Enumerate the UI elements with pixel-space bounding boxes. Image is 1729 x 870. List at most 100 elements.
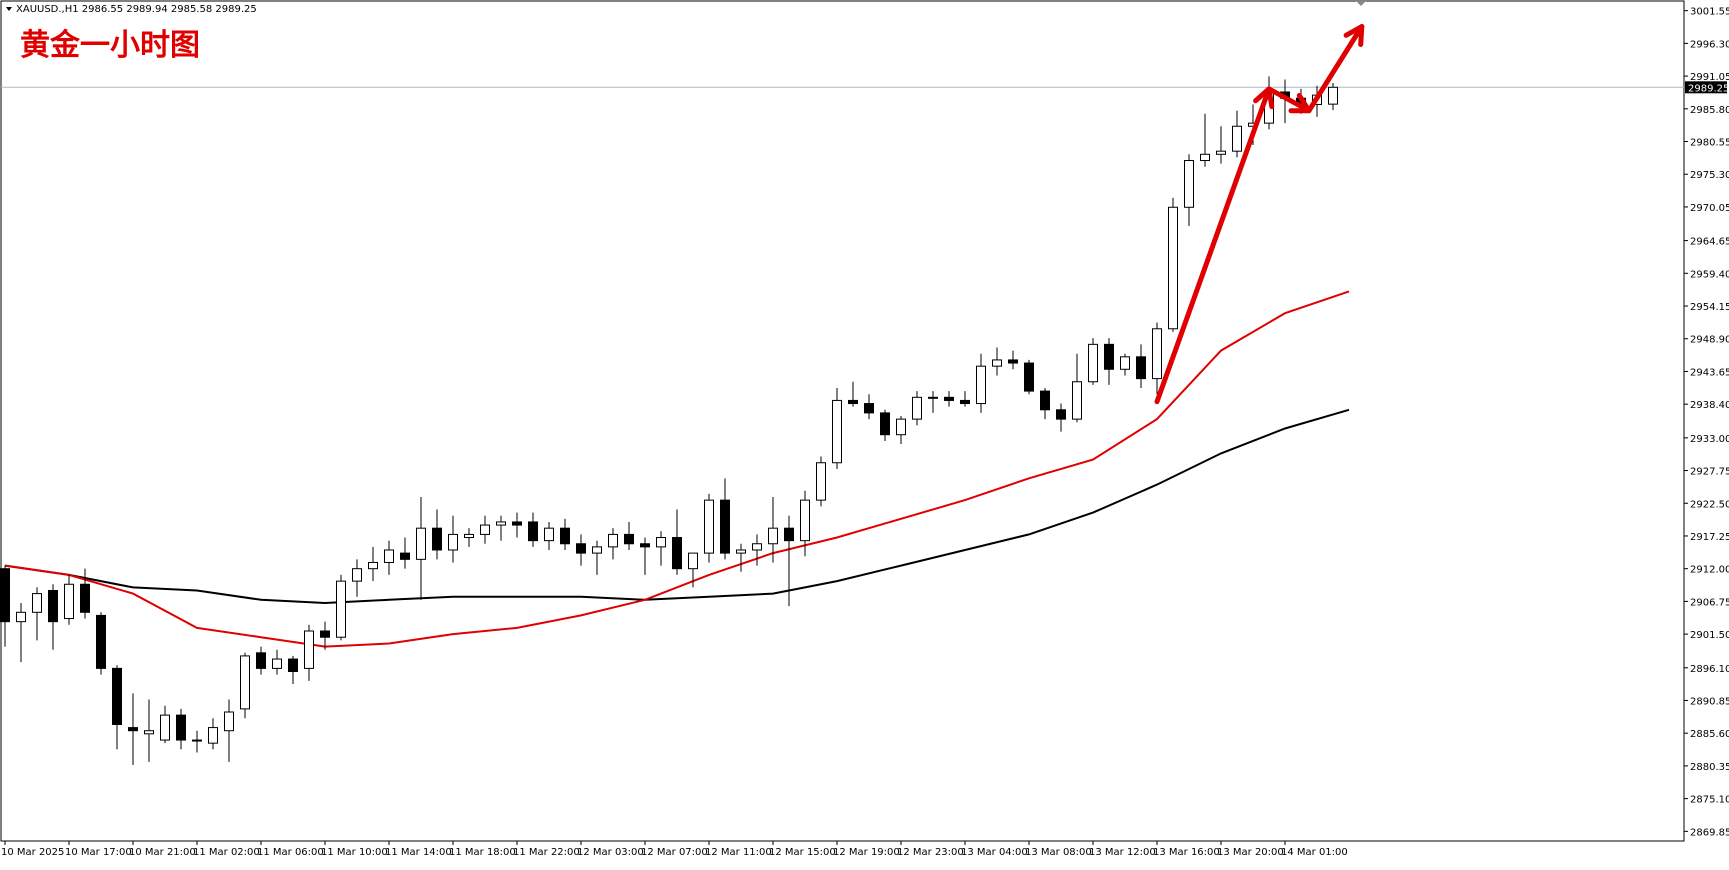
- symbol-dropdown-icon[interactable]: [6, 7, 12, 11]
- red-arrowhead: [1343, 24, 1365, 47]
- candle-body: [224, 711, 234, 732]
- candle: [272, 649, 282, 675]
- candle: [192, 730, 202, 753]
- candle-body: [944, 396, 954, 401]
- candle-body: [128, 727, 138, 732]
- candle: [352, 559, 362, 597]
- candle: [1040, 387, 1050, 420]
- x-tick-label: 11 Mar 14:00: [385, 847, 452, 858]
- candle-body: [304, 630, 314, 669]
- candle-body: [1040, 390, 1050, 411]
- candle: [320, 621, 330, 650]
- candle-body: [736, 549, 746, 554]
- ma-fast-line: [4, 290, 1350, 648]
- x-tick-label: 13 Mar 16:00: [1153, 847, 1220, 858]
- candle-body: [1008, 359, 1018, 364]
- x-tick-label: 11 Mar 22:00: [513, 847, 580, 858]
- candle: [576, 534, 586, 566]
- candle: [1072, 353, 1082, 423]
- candle-body: [320, 630, 330, 638]
- candle: [992, 347, 1002, 376]
- candle: [48, 584, 58, 650]
- y-tick-label: 2880.35: [1690, 762, 1729, 773]
- candle-body: [160, 714, 170, 741]
- y-tick-label: 2975.30: [1690, 170, 1729, 181]
- x-tick-label: 11 Mar 18:00: [449, 847, 516, 858]
- candle: [880, 409, 890, 441]
- y-tick-label: 2885.60: [1690, 729, 1729, 740]
- candle: [16, 602, 26, 663]
- x-tick-label: 12 Mar 15:00: [769, 847, 836, 858]
- candle-body: [976, 365, 986, 405]
- x-tick-label: 11 Mar 10:00: [321, 847, 388, 858]
- x-tick-label: 10 Mar 21:00: [129, 847, 196, 858]
- candle: [448, 515, 458, 563]
- candle-body: [1152, 328, 1162, 380]
- candle-body: [144, 730, 154, 735]
- candle: [496, 515, 506, 541]
- candle-body: [800, 499, 810, 542]
- y-tick-label: 2875.10: [1690, 795, 1729, 806]
- candle: [464, 528, 474, 547]
- candle: [960, 391, 970, 407]
- candle: [1216, 126, 1226, 164]
- candle-body: [768, 527, 778, 545]
- candle-body: [352, 568, 362, 582]
- candle-body: [1200, 153, 1210, 162]
- x-tick-label: 13 Mar 04:00: [961, 847, 1028, 858]
- chart-title: 黄金一小时图: [20, 28, 200, 63]
- candle-body: [816, 462, 826, 501]
- candle-body: [512, 521, 522, 526]
- candle: [256, 646, 266, 675]
- candle-body: [896, 418, 906, 436]
- candle-body: [784, 527, 794, 542]
- candle: [928, 391, 938, 413]
- candle-body: [928, 396, 938, 399]
- candle-body: [608, 533, 618, 548]
- candle: [1024, 359, 1034, 395]
- y-tick-label: 2869.85: [1690, 827, 1729, 838]
- candle-body: [1232, 125, 1242, 152]
- candle-body: [480, 524, 490, 535]
- candle: [608, 528, 618, 560]
- candle-body: [288, 658, 298, 673]
- candle-body: [32, 593, 42, 613]
- candle-body: [544, 527, 554, 542]
- y-tick-label: 2938.40: [1690, 400, 1729, 411]
- candle-body: [64, 583, 74, 620]
- x-tick-label: 11 Mar 06:00: [257, 847, 324, 858]
- candle-body: [1328, 86, 1338, 105]
- candle-body: [848, 399, 858, 405]
- candle: [704, 493, 714, 563]
- candle-body: [912, 396, 922, 420]
- candle-body: [864, 403, 874, 414]
- candle: [480, 515, 490, 544]
- candle-body: [1168, 206, 1178, 330]
- candle-body: [576, 543, 586, 554]
- chart-shift-marker-icon[interactable]: [1356, 1, 1366, 6]
- y-tick-label: 2948.90: [1690, 335, 1729, 346]
- x-tick-label: 12 Mar 11:00: [705, 847, 772, 858]
- candle: [832, 387, 842, 469]
- candle: [848, 381, 858, 407]
- candle: [752, 534, 762, 566]
- candle-body: [1072, 381, 1082, 420]
- x-tick-label: 13 Mar 08:00: [1025, 847, 1092, 858]
- candle-body: [720, 499, 730, 554]
- candle: [288, 655, 298, 684]
- candle-body: [176, 714, 186, 741]
- x-tick-label: 12 Mar 03:00: [577, 847, 644, 858]
- y-tick-label: 2954.15: [1690, 302, 1729, 313]
- candle: [80, 568, 90, 619]
- candle-body: [528, 521, 538, 542]
- candle: [1008, 350, 1018, 370]
- candle-body: [704, 499, 714, 554]
- y-tick-label: 2890.85: [1690, 696, 1729, 707]
- candle: [912, 391, 922, 426]
- candle: [864, 394, 874, 420]
- y-tick-label: 2980.55: [1690, 138, 1729, 149]
- candle: [400, 537, 410, 569]
- candle: [240, 652, 250, 719]
- candle-body: [992, 359, 1002, 367]
